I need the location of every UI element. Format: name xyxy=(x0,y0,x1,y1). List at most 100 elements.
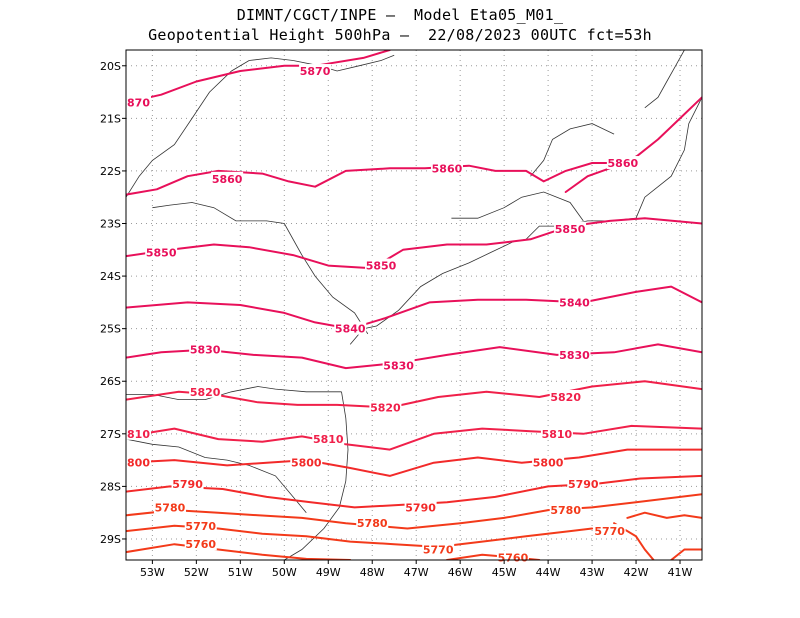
contour-label: 5820 xyxy=(190,386,221,399)
contour-label: 5820 xyxy=(550,391,581,404)
plot-background xyxy=(126,50,702,560)
contour-label-bg xyxy=(334,321,367,335)
contour-label-bg xyxy=(365,258,398,272)
contour-label: 5860 xyxy=(608,157,639,170)
y-tick-label: 27S xyxy=(100,428,121,441)
x-tick-label: 48W xyxy=(360,566,385,579)
contour-label-bg xyxy=(126,455,151,469)
contour-label: 5850 xyxy=(366,260,397,273)
contour-label: 5780 xyxy=(550,504,581,517)
contour-label-bg xyxy=(558,295,591,309)
y-tick-label: 25S xyxy=(100,323,121,336)
contour-line xyxy=(126,217,702,270)
boundary-line xyxy=(152,202,369,335)
x-tick-label: 46W xyxy=(448,566,473,579)
contour-label-bg xyxy=(211,171,244,185)
boundary-line xyxy=(530,123,615,177)
y-tick-label: 24S xyxy=(100,270,121,283)
contour-label: 5760 xyxy=(185,538,216,551)
contour-label: 5800 xyxy=(533,457,564,470)
contour-label-bg xyxy=(312,432,345,446)
contour-label: 5850 xyxy=(555,223,586,236)
x-tick-label: 42W xyxy=(624,566,649,579)
contour-label: 5770 xyxy=(423,543,454,556)
contour-label: 5850 xyxy=(146,246,177,259)
contour-label-bg xyxy=(422,542,455,556)
contour-label-bg xyxy=(153,500,186,514)
contour-label: 5830 xyxy=(190,344,221,357)
contour-label-bg xyxy=(549,390,582,404)
contour-label-bg xyxy=(126,95,151,109)
contour-line xyxy=(126,285,702,330)
contour-label-bg xyxy=(540,426,573,440)
contour-label-bg xyxy=(382,358,415,372)
chart-title-line-2: Geopotential Height 500hPa — 22/08/2023 … xyxy=(148,26,652,44)
contour-label: 870 xyxy=(127,97,150,110)
contour-label-bg xyxy=(189,384,222,398)
contour-label: 5860 xyxy=(212,173,243,186)
contour-label-bg xyxy=(184,537,217,551)
contour-label: 5840 xyxy=(559,296,590,309)
plot-frame xyxy=(125,49,703,561)
contour-label: 5810 xyxy=(542,428,573,441)
x-tick-label: 44W xyxy=(536,566,561,579)
contour-label: 5870 xyxy=(300,65,331,78)
contour-label: 5810 xyxy=(313,433,344,446)
contour-line xyxy=(126,543,352,560)
x-tick-label: 53W xyxy=(140,566,165,579)
contour-label-bg xyxy=(404,500,437,514)
contour-label-bg xyxy=(145,245,178,259)
contour-line xyxy=(126,448,702,477)
contour-label-bg xyxy=(430,161,463,175)
contour-label: 5780 xyxy=(357,517,388,530)
boundary-line xyxy=(644,50,685,109)
contour-label-bg xyxy=(299,64,332,78)
contour-label: 800 xyxy=(127,457,150,470)
contour-line xyxy=(126,50,391,104)
contour-label: 5790 xyxy=(405,501,436,514)
x-tick-label: 47W xyxy=(404,566,429,579)
boundary-line xyxy=(284,391,349,560)
contour-label: 5770 xyxy=(594,525,625,538)
contour-label-bg xyxy=(126,426,151,440)
contour-label-bg xyxy=(554,221,587,235)
x-tick-label: 49W xyxy=(316,566,341,579)
x-tick-label: 52W xyxy=(184,566,209,579)
contour-line xyxy=(126,159,637,196)
boundary-line xyxy=(126,386,342,400)
contour-line xyxy=(626,511,702,519)
contour-label: 5830 xyxy=(559,349,590,362)
contour-line xyxy=(126,424,702,451)
y-tick-label: 20S xyxy=(100,60,121,73)
contour-label-bg xyxy=(171,476,204,490)
y-tick-label: 28S xyxy=(100,480,121,493)
contour-label: 5790 xyxy=(568,478,599,491)
contour-label: 5860 xyxy=(432,162,463,175)
contour-label-bg xyxy=(184,518,217,532)
x-tick-label: 41W xyxy=(668,566,693,579)
y-tick-label: 23S xyxy=(100,218,121,231)
contour-label-bg xyxy=(567,476,600,490)
contour-label: 810 xyxy=(127,428,150,441)
boundary-line xyxy=(349,97,702,345)
contour-line xyxy=(126,493,702,530)
boundary-line xyxy=(126,57,294,198)
y-tick-label: 26S xyxy=(100,375,121,388)
axis-ticks: 53W 52W 51W 50W 49W 48W 47W 46W 45W 44W 43W 42W 41W 2… xyxy=(100,60,693,579)
y-tick-label: 22S xyxy=(100,165,121,178)
political-boundaries xyxy=(126,50,702,560)
x-tick-label: 50W xyxy=(272,566,297,579)
boundary-line xyxy=(451,191,584,222)
contour-label: 5780 xyxy=(155,501,186,514)
contour-label: 5770 xyxy=(185,520,216,533)
contour-label: 5760 xyxy=(498,551,529,564)
contour-label-bg xyxy=(532,455,565,469)
contour-label-bg xyxy=(189,342,222,356)
y-tick-label: 21S xyxy=(100,112,121,125)
contour-label-bg xyxy=(558,347,591,361)
contour-label: 5790 xyxy=(172,478,203,491)
contour-label-bg xyxy=(290,455,323,469)
contour-line xyxy=(670,548,702,560)
x-tick-label: 45W xyxy=(492,566,517,579)
